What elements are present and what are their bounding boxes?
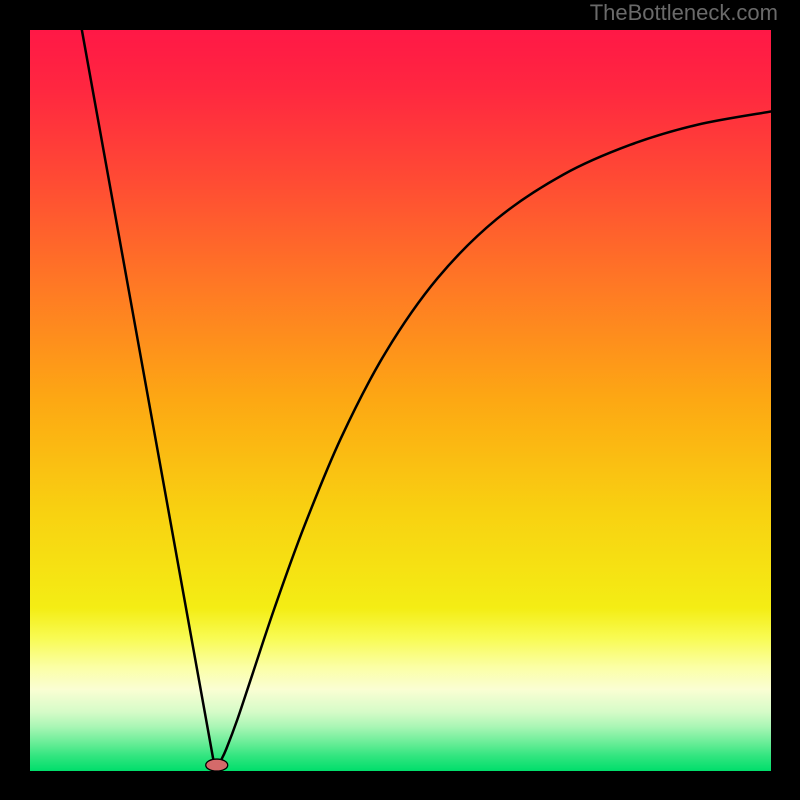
plot-area (30, 30, 771, 771)
chart-frame: TheBottleneck.com (0, 0, 800, 800)
curve-layer (30, 30, 771, 771)
optimum-marker (206, 759, 228, 771)
watermark-label: TheBottleneck.com (590, 0, 778, 26)
bottleneck-curve (82, 30, 771, 763)
